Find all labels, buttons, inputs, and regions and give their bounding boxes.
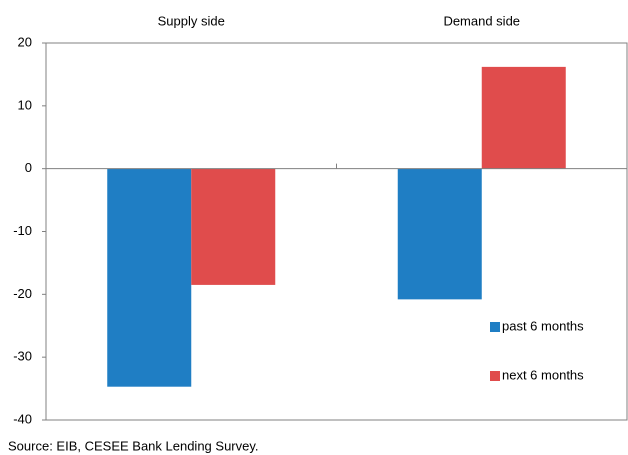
y-tick-label: -30 — [13, 349, 32, 364]
legend-label: next 6 months — [502, 367, 584, 382]
source-note: Source: EIB, CESEE Bank Lending Survey. — [8, 438, 259, 453]
legend-swatch — [490, 371, 500, 381]
legend-label: past 6 months — [502, 318, 584, 333]
bar — [191, 168, 276, 285]
y-tick-label: 10 — [18, 97, 32, 112]
bar — [481, 66, 566, 169]
y-tick-label: -10 — [13, 223, 32, 238]
legend-swatch — [490, 322, 500, 332]
bar — [107, 168, 192, 387]
x-category-label: Demand side — [443, 13, 520, 28]
y-tick-label: -20 — [13, 286, 32, 301]
y-tick-label: 0 — [25, 160, 32, 175]
y-tick-label: 20 — [18, 34, 32, 49]
bar — [397, 168, 482, 300]
y-tick-label: -40 — [13, 411, 32, 426]
x-category-label: Supply side — [158, 13, 225, 28]
